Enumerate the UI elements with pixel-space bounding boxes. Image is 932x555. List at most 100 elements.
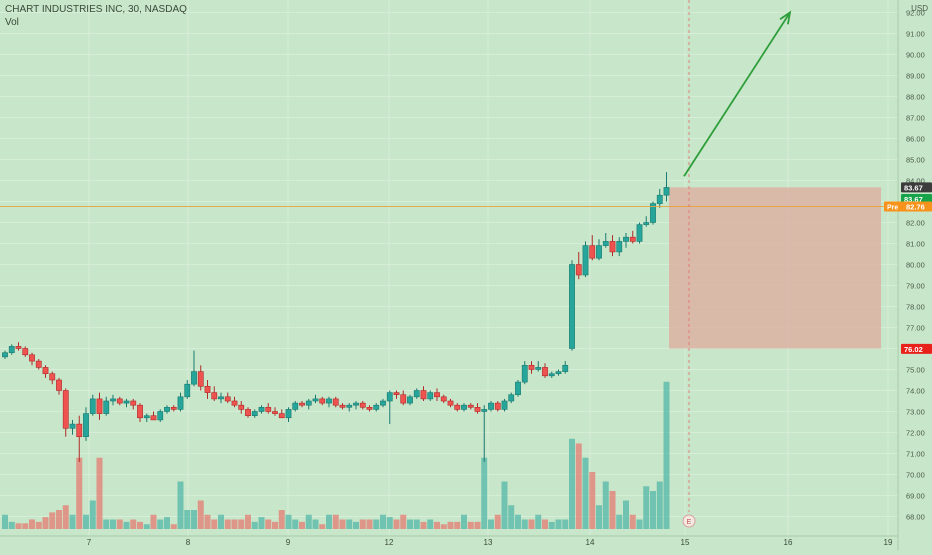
candle-body bbox=[42, 367, 49, 374]
y-tick-label: 73.00 bbox=[906, 408, 925, 417]
candle-body bbox=[278, 413, 285, 419]
overlay-lines: E bbox=[0, 0, 898, 528]
candle-body bbox=[501, 400, 508, 410]
candle-body bbox=[447, 400, 454, 406]
volume-bar bbox=[467, 521, 474, 529]
volume-bar bbox=[420, 521, 427, 529]
candle-body bbox=[123, 400, 130, 404]
candle-body bbox=[312, 398, 319, 402]
candle-body bbox=[272, 411, 278, 414]
volume-bar bbox=[197, 500, 204, 529]
volume-bar bbox=[238, 519, 245, 529]
y-tick-label: 74.00 bbox=[906, 387, 925, 396]
x-tick-label: 7 bbox=[87, 538, 92, 547]
candle-body bbox=[656, 194, 663, 204]
candle-body bbox=[22, 348, 29, 356]
stop-price-tag-bg bbox=[901, 343, 932, 354]
volume-bar bbox=[488, 519, 494, 529]
y-tick-label: 84.00 bbox=[906, 177, 925, 186]
x-tick-label: 13 bbox=[484, 538, 493, 547]
earnings-marker bbox=[682, 514, 696, 528]
candle-body bbox=[434, 392, 440, 398]
volume-label: Vol bbox=[5, 17, 19, 28]
candle-body bbox=[164, 406, 170, 412]
y-tick-label: 68.00 bbox=[906, 513, 925, 522]
candle-body bbox=[305, 400, 312, 406]
candle-body bbox=[650, 203, 656, 223]
y-tick-label: 89.00 bbox=[906, 72, 925, 81]
candle-body bbox=[474, 406, 481, 412]
volume-bar bbox=[83, 514, 89, 529]
volume-bar bbox=[76, 457, 83, 529]
currency-label: USD bbox=[911, 4, 928, 13]
y-tick-label: 81.00 bbox=[906, 240, 925, 249]
volume-bar bbox=[521, 519, 528, 529]
candle-body bbox=[204, 385, 211, 393]
volume-bar bbox=[2, 514, 8, 529]
candle-body bbox=[440, 396, 447, 402]
candle-body bbox=[231, 400, 238, 406]
volume-bar bbox=[319, 524, 326, 529]
volume-bar bbox=[535, 514, 542, 529]
volume-bar bbox=[123, 521, 130, 529]
volume-bar bbox=[170, 524, 177, 529]
volume-bar bbox=[528, 519, 535, 529]
volume-bar bbox=[380, 514, 386, 529]
volume-bar bbox=[650, 491, 656, 529]
candle-body bbox=[393, 392, 400, 396]
y-tick-label: 75.00 bbox=[906, 366, 925, 375]
candle-body bbox=[143, 415, 150, 419]
volume-bar bbox=[89, 500, 96, 529]
candle-body bbox=[461, 404, 467, 410]
volume-bar bbox=[184, 510, 191, 529]
volume-bar bbox=[515, 514, 521, 529]
volume-bar bbox=[285, 514, 292, 529]
candle-body bbox=[49, 373, 56, 381]
candle-body bbox=[177, 396, 184, 410]
earnings-marker-label: E bbox=[687, 519, 692, 526]
volume-bar bbox=[103, 519, 110, 529]
volume-bar bbox=[366, 519, 373, 529]
volume-bar bbox=[110, 519, 116, 529]
volume-bar bbox=[407, 519, 413, 529]
volume-bar bbox=[575, 443, 582, 529]
volume-bar bbox=[623, 500, 629, 529]
volume-bar bbox=[251, 521, 258, 529]
volume-bar bbox=[602, 481, 609, 529]
pre-tag-bg bbox=[884, 201, 932, 212]
volume-bar bbox=[224, 519, 231, 529]
candle-body bbox=[400, 394, 407, 404]
candle-body bbox=[569, 264, 575, 349]
volume-bar bbox=[656, 481, 663, 529]
candle-body bbox=[265, 406, 272, 412]
candle-body bbox=[623, 236, 629, 242]
candle-body bbox=[238, 404, 245, 410]
volume-bar bbox=[474, 521, 481, 529]
candle-body bbox=[62, 390, 69, 429]
candle-body bbox=[521, 364, 528, 383]
y-tick-label: 70.00 bbox=[906, 471, 925, 480]
volume-bar bbox=[69, 514, 76, 529]
volume-bar bbox=[427, 519, 434, 529]
candle-body bbox=[602, 241, 609, 246]
volume-bar bbox=[643, 486, 650, 529]
candle-body bbox=[130, 400, 137, 406]
candle-body bbox=[596, 245, 602, 259]
volume-bar bbox=[96, 457, 103, 529]
candle-body bbox=[407, 396, 413, 404]
candle-body bbox=[427, 392, 434, 400]
stop-zone[interactable] bbox=[669, 187, 881, 349]
candle-body bbox=[319, 398, 326, 404]
volume-bar bbox=[56, 510, 62, 529]
candle-body bbox=[191, 371, 197, 385]
volume-bar bbox=[562, 519, 569, 529]
y-tick-label: 91.00 bbox=[906, 30, 925, 39]
volume-bar bbox=[143, 524, 150, 529]
volume-bar bbox=[130, 519, 137, 529]
x-tick-label: 8 bbox=[186, 538, 191, 547]
volume-bar bbox=[299, 521, 305, 529]
candle-body bbox=[35, 360, 42, 368]
candle-body bbox=[589, 245, 596, 259]
